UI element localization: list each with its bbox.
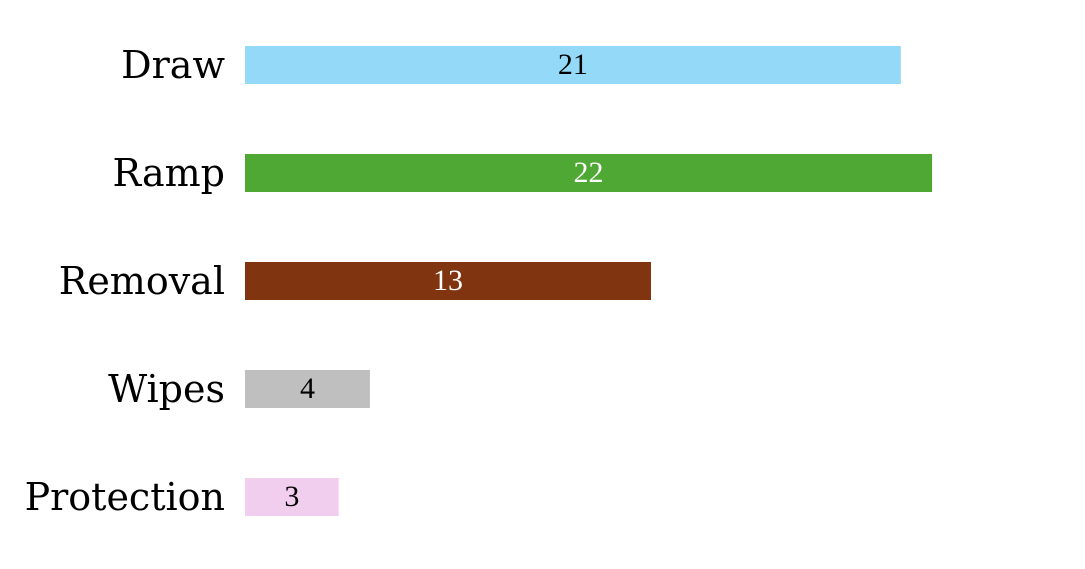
category-label: Removal (59, 259, 225, 303)
category-label: Protection (25, 475, 225, 519)
category-label: Wipes (108, 367, 225, 411)
bar-group-draw: Draw 21 (121, 43, 901, 87)
bar-group-removal: Removal 13 (59, 259, 651, 303)
data-label: 3 (284, 480, 299, 513)
data-label: 22 (574, 156, 604, 189)
bar-ramp (245, 154, 933, 192)
bar-draw (245, 46, 901, 84)
bar-removal (245, 262, 651, 300)
category-label: Draw (121, 43, 225, 87)
data-label: 4 (300, 372, 315, 405)
bar-wipes (245, 370, 370, 408)
data-label: 13 (433, 264, 463, 297)
bar-group-ramp: Ramp 22 (113, 151, 933, 195)
category-label: Ramp (113, 151, 226, 195)
bar-group-protection: Protection 3 (25, 475, 339, 519)
bar-group-wipes: Wipes 4 (108, 367, 370, 411)
data-label: 21 (558, 48, 588, 81)
bar-protection (245, 478, 339, 516)
